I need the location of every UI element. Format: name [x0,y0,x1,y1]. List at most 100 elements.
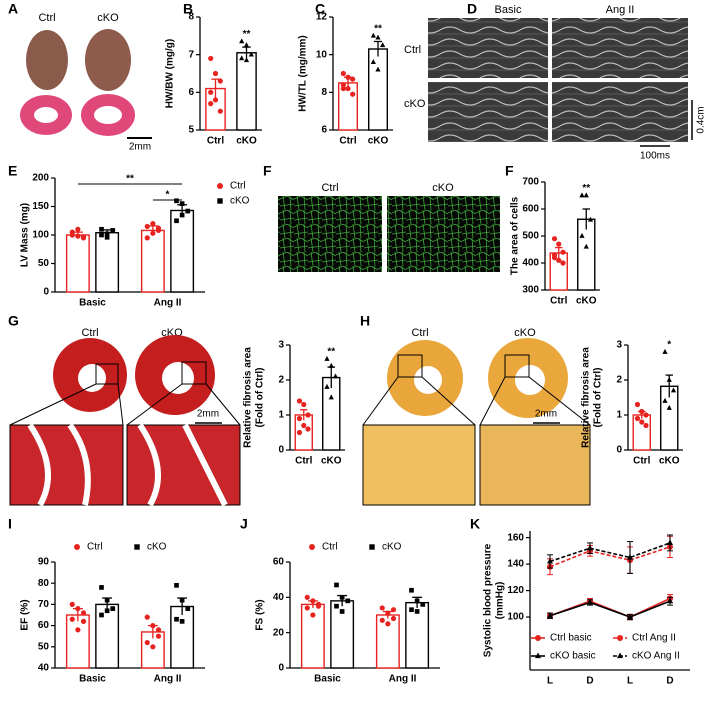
data-point [340,85,346,92]
data-point [217,108,223,114]
y-tick-label: 3 [278,340,284,351]
data-point [174,616,179,622]
panel-a: A Ctrl cKO 2mm [8,1,152,153]
y-tick-label: 2 [616,375,622,386]
data-point [350,76,356,82]
data-point [324,355,330,361]
data-point [185,606,191,611]
data-point [296,415,303,422]
legend-swatch [369,544,375,550]
legend-label: cKO [147,542,167,553]
significance: ** [582,183,590,194]
zoom-image [479,424,591,506]
data-point [305,426,311,432]
data-point [583,192,589,198]
section-image [414,366,442,394]
y-tick-label: 200 [32,173,49,184]
data-point [301,422,307,429]
scale-label: 100ms [640,151,670,162]
data-point [634,401,641,408]
bar [577,218,596,291]
data-point [345,598,351,604]
data-point [155,627,162,633]
y-tick-label: 1 [616,410,622,421]
data-point [328,362,334,368]
panel-letter: K [470,516,480,532]
y-tick-label: 150 [32,201,49,212]
significance: * [166,190,170,201]
bar [170,605,195,669]
data-point [414,609,420,614]
panel-letter: J [240,516,248,532]
x-tick-label: cKO [659,456,680,467]
panel-letter: G [8,313,19,329]
data-point [310,612,316,618]
panel-letter: F [263,163,272,179]
data-point [579,232,585,238]
scale-label: 2mm [197,409,219,420]
y-tick-label: 1 [278,410,284,421]
data-point [296,429,303,436]
bar [368,48,389,131]
y-tick-label: 6 [321,125,327,136]
y-axis-label: HW/BW (mg/g) [165,39,176,108]
panel-letter: B [183,1,193,17]
y-tick-label: 160 [507,532,524,543]
x-tick-label: Basic [79,298,106,309]
data-point [350,91,356,97]
wga-image [278,196,382,272]
y-tick-label: 40 [273,592,285,603]
legend-label: Ctrl [87,542,103,553]
echo-image [428,82,548,142]
data-point [666,404,672,410]
zoom-image [9,424,124,506]
y-tick-label: 140 [507,559,524,570]
x-tick-label: Ctrl [550,296,567,307]
data-point [328,394,334,400]
legend-label: cKO [382,542,402,553]
section-image [78,364,106,392]
y-tick-label: 0 [616,445,622,456]
x-tick-label: Ang II [389,674,417,685]
data-point [627,613,633,620]
image-label: cKO [432,182,454,194]
data-point [666,376,672,382]
data-point [80,610,87,616]
legend-label: cKO [230,196,250,207]
data-point [670,387,677,393]
data-point [385,621,391,627]
y-axis-label: (Fold of Ctrl) [593,368,604,428]
data-point [370,59,376,65]
line [549,600,671,618]
y-tick-label: 70 [38,599,50,610]
data-point [587,598,593,605]
y-tick-label: 10 [316,49,328,60]
x-tick-label: Ctrl [295,456,312,467]
significance: ** [126,174,134,185]
panel-letter: C [315,1,325,17]
y-tick-label: 120 [507,585,524,596]
data-point [560,260,566,266]
y-axis-label: Relative fibrosis area [581,347,592,448]
data-point [380,42,386,48]
y-axis-label: The area of cells [510,196,521,275]
panel-letter: H [360,313,370,329]
scale-label: 0.4cm [696,106,707,133]
data-point [150,623,156,629]
data-point [185,208,191,214]
legend-swatch [535,652,541,659]
data-point [155,633,162,639]
data-point [639,408,645,415]
image-label: Ctrl [81,327,98,339]
y-tick-label: 300 [522,285,539,296]
data-point [179,201,185,206]
y-tick-label: 500 [522,231,539,242]
y-tick-label: 100 [32,230,49,241]
zoom-line [362,376,591,426]
legend-label: Ctrl Ang II [632,633,676,644]
echo-image [552,82,688,142]
data-point [375,66,381,72]
data-point [385,610,391,616]
legend-label: Ctrl [322,542,338,553]
data-point [150,230,156,236]
